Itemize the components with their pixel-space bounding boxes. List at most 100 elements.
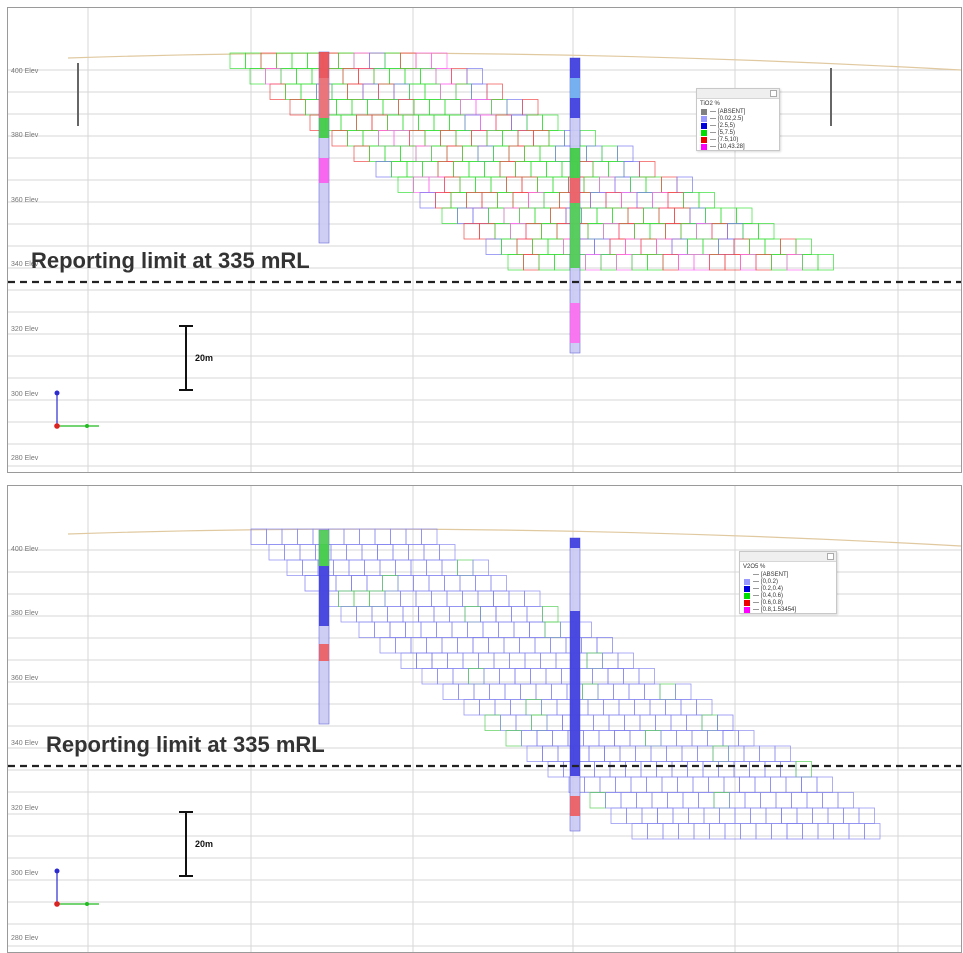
block-cell	[530, 161, 547, 178]
legend-label: [0.02,2.5)	[718, 115, 744, 122]
block-cell	[541, 699, 558, 716]
legend-titlebar[interactable]	[740, 552, 836, 562]
block-cell	[551, 683, 568, 700]
drillhole-interval	[570, 178, 580, 203]
rl-label: 320 Elev	[11, 805, 39, 812]
block-cell	[506, 176, 523, 193]
block-cell	[467, 621, 484, 638]
block-cell	[670, 714, 687, 731]
block-cell	[485, 238, 502, 255]
legend-label: [10,43.28]	[718, 143, 745, 150]
close-icon[interactable]	[770, 90, 777, 97]
block-cell	[495, 606, 512, 623]
block-cell	[347, 130, 364, 147]
block-cell	[764, 238, 781, 255]
block-cell	[775, 792, 792, 809]
block-cell	[617, 652, 634, 669]
block-cell	[433, 114, 450, 131]
axis-x-icon	[85, 424, 89, 428]
close-icon[interactable]	[827, 553, 834, 560]
block-cell	[744, 792, 761, 809]
block-cell	[590, 192, 607, 209]
legend-entry: [5,7.5)	[697, 129, 779, 136]
block-cell	[661, 176, 678, 193]
block-cell	[615, 776, 632, 793]
block-cell	[375, 161, 392, 178]
block-cell	[435, 192, 452, 209]
block-cell	[433, 606, 450, 623]
block-cell	[336, 99, 353, 116]
block-cell	[724, 823, 741, 840]
block-cell	[806, 792, 823, 809]
block-cell	[539, 145, 556, 162]
block-cell	[525, 223, 542, 240]
block-cell	[827, 807, 844, 824]
block-cell	[511, 606, 528, 623]
block-cell	[413, 575, 430, 592]
block-cell	[420, 68, 437, 85]
legend-label: [0.2,0.4)	[761, 585, 784, 592]
block-cell	[457, 559, 474, 576]
block-cell	[333, 559, 350, 576]
block-cell	[493, 590, 510, 607]
block-cell	[614, 730, 631, 747]
block-cell	[379, 637, 396, 654]
legend-dash	[710, 111, 716, 112]
block-cell	[649, 223, 666, 240]
block-cell	[351, 575, 368, 592]
block-cell	[335, 575, 352, 592]
v2o5-legend[interactable]: V2O5 % [ABSENT] [0,0.2) [0.2,0.4) [0.4,0.6)…	[739, 551, 837, 614]
legend-entry: [10,43.28]	[697, 143, 779, 150]
block-cell	[266, 528, 283, 545]
block-cell	[749, 761, 766, 778]
block-cell	[500, 714, 517, 731]
legend-swatch	[744, 585, 750, 592]
block-cell	[384, 145, 401, 162]
block-cell	[486, 130, 503, 147]
block-cell	[734, 807, 751, 824]
v2o5-section-view	[8, 486, 961, 952]
legend-dash	[710, 118, 716, 119]
block-cell	[418, 606, 435, 623]
block-cell	[671, 761, 688, 778]
block-cell	[552, 176, 569, 193]
block-cell	[577, 714, 594, 731]
block-cell	[688, 807, 705, 824]
topography-line	[67, 528, 961, 547]
block-cell	[594, 238, 611, 255]
block-cell	[416, 652, 433, 669]
block-cell	[516, 238, 533, 255]
block-cell	[636, 792, 653, 809]
block-cell	[646, 776, 663, 793]
legend-label: [7.5,10)	[718, 136, 739, 143]
block-cell	[528, 192, 545, 209]
block-cell	[689, 207, 706, 224]
legend-swatch	[744, 578, 750, 585]
block-cell	[435, 68, 452, 85]
rl-label: 360 Elev	[11, 197, 39, 204]
block-cell	[781, 807, 798, 824]
block-cell	[693, 823, 710, 840]
block-cell	[796, 807, 813, 824]
rl-label: 340 Elev	[11, 740, 39, 747]
block-cell	[393, 130, 410, 147]
block-cell	[597, 683, 614, 700]
drillhole-interval	[570, 611, 580, 776]
block-cell	[400, 590, 417, 607]
block-cell	[645, 730, 662, 747]
axis-origin-icon	[54, 423, 60, 429]
block-cell	[457, 637, 474, 654]
block-cell	[630, 776, 647, 793]
block-cell	[419, 192, 436, 209]
block-cell	[424, 130, 441, 147]
block-cell	[581, 207, 598, 224]
block-cell	[517, 130, 534, 147]
block-cell	[722, 730, 739, 747]
block-cell	[408, 544, 425, 561]
tio2-legend[interactable]: TiO2 % [ABSENT] [0.02,2.5) [2.5,5) [5,7.5)[…	[696, 88, 780, 151]
legend-titlebar[interactable]	[697, 89, 779, 99]
block-cell	[479, 223, 496, 240]
block-cell	[480, 606, 497, 623]
block-cell	[550, 207, 567, 224]
block-cell	[490, 575, 507, 592]
